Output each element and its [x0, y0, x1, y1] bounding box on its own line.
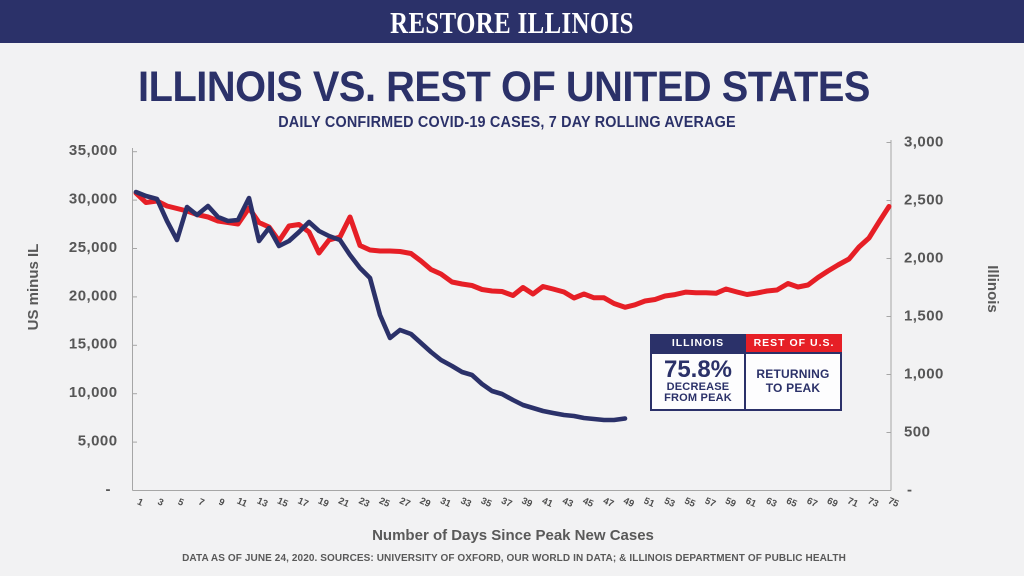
svg-text:43: 43 — [561, 496, 575, 510]
svg-text:35: 35 — [479, 496, 494, 511]
svg-text:1,000: 1,000 — [904, 365, 944, 382]
svg-text:25,000: 25,000 — [69, 239, 118, 256]
svg-text:-: - — [106, 481, 111, 498]
svg-text:3: 3 — [156, 497, 165, 509]
svg-text:57: 57 — [703, 496, 717, 510]
svg-text:5,000: 5,000 — [78, 433, 118, 450]
svg-text:67: 67 — [805, 496, 819, 510]
svg-text:7: 7 — [196, 497, 205, 509]
svg-text:1: 1 — [135, 497, 145, 509]
svg-text:55: 55 — [683, 496, 698, 511]
svg-text:65: 65 — [784, 496, 799, 511]
svg-text:17: 17 — [296, 496, 310, 510]
svg-text:61: 61 — [744, 496, 759, 511]
svg-text:35,000: 35,000 — [69, 142, 118, 159]
svg-text:Illinois: Illinois — [984, 265, 1001, 313]
svg-text:45: 45 — [581, 496, 596, 511]
svg-text:47: 47 — [601, 496, 615, 510]
svg-text:5: 5 — [176, 497, 186, 509]
svg-text:15,000: 15,000 — [69, 336, 118, 353]
svg-text:41: 41 — [540, 496, 555, 511]
svg-text:19: 19 — [316, 496, 330, 510]
svg-text:27: 27 — [398, 496, 412, 510]
svg-text:39: 39 — [520, 496, 534, 510]
svg-text:US minus IL: US minus IL — [25, 244, 42, 331]
svg-text:75: 75 — [886, 496, 901, 511]
svg-text:10,000: 10,000 — [69, 384, 118, 401]
svg-text:25: 25 — [377, 496, 392, 511]
svg-text:2,000: 2,000 — [904, 249, 944, 266]
svg-text:500: 500 — [904, 423, 930, 440]
svg-text:13: 13 — [255, 496, 269, 510]
svg-text:2,500: 2,500 — [904, 191, 944, 208]
svg-text:63: 63 — [764, 496, 778, 510]
svg-text:73: 73 — [866, 496, 880, 510]
svg-text:71: 71 — [846, 496, 861, 511]
svg-text:53: 53 — [662, 496, 676, 510]
svg-text:20,000: 20,000 — [69, 287, 118, 304]
svg-text:49: 49 — [622, 496, 636, 510]
svg-text:37: 37 — [499, 496, 513, 510]
svg-text:15: 15 — [275, 496, 290, 511]
svg-text:31: 31 — [438, 496, 453, 511]
svg-text:51: 51 — [642, 496, 657, 511]
svg-text:33: 33 — [459, 496, 473, 510]
svg-text:3,000: 3,000 — [904, 133, 944, 150]
svg-text:-: - — [907, 481, 912, 498]
svg-text:29: 29 — [418, 496, 432, 510]
svg-text:23: 23 — [357, 496, 371, 510]
svg-text:1,500: 1,500 — [904, 307, 944, 324]
svg-text:69: 69 — [825, 496, 839, 510]
svg-text:11: 11 — [235, 496, 249, 510]
svg-text:30,000: 30,000 — [69, 191, 118, 208]
svg-text:21: 21 — [337, 496, 352, 511]
svg-text:9: 9 — [217, 497, 226, 509]
svg-text:59: 59 — [723, 496, 737, 510]
